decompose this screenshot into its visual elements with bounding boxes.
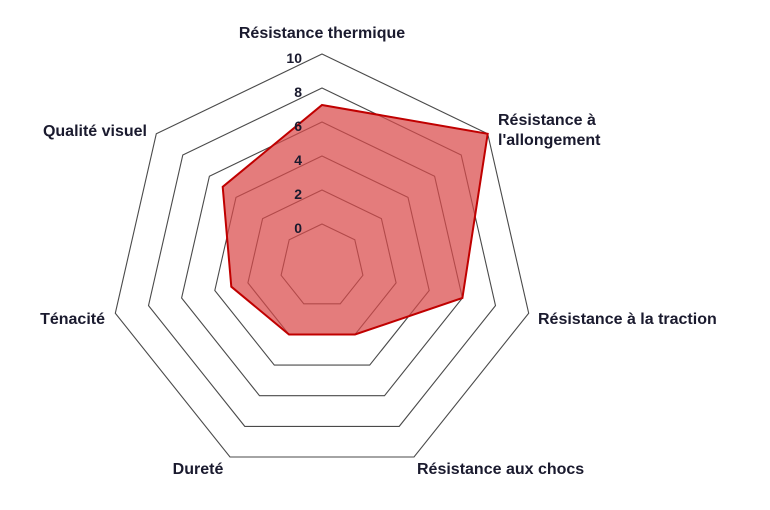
axis-label-1-line-0: Résistance à <box>498 112 596 129</box>
tick-label-4: 4 <box>294 152 302 168</box>
grid-ring-10 <box>114 53 530 458</box>
axis-label-4-line-0: Dureté <box>173 461 224 478</box>
axis-label-3-line-0: Résistance aux chocs <box>417 461 584 478</box>
series-area-0 <box>221 103 489 336</box>
axis-label-5-line-0: Ténacité <box>40 311 105 328</box>
axis-label-6: Qualité visuel <box>43 123 147 140</box>
axis-label-5: Ténacité <box>40 311 105 328</box>
axis-label-4: Dureté <box>173 461 224 478</box>
tick-label-0: 0 <box>294 220 302 236</box>
axis-label-1-line-1: l'allongement <box>498 132 601 149</box>
series-layer <box>221 103 489 336</box>
axis-label-1: Résistance à l'allongement <box>498 112 601 149</box>
tick-label-6: 6 <box>294 118 302 134</box>
tick-label-10: 10 <box>286 50 302 66</box>
axis-label-3: Résistance aux chocs <box>417 461 584 478</box>
axis-label-6-line-0: Qualité visuel <box>43 123 147 140</box>
axis-labels: Résistance thermique Résistance à l'allong… <box>40 25 717 478</box>
axis-label-0-line-0: Résistance thermique <box>239 25 405 42</box>
axis-label-0: Résistance thermique <box>239 25 405 42</box>
axis-label-2: Résistance à la traction <box>538 311 717 328</box>
tick-label-8: 8 <box>294 84 302 100</box>
tick-labels: 0 2 4 6 8 10 <box>286 50 302 236</box>
axis-label-2-line-0: Résistance à la traction <box>538 311 717 328</box>
tick-label-2: 2 <box>294 186 302 202</box>
